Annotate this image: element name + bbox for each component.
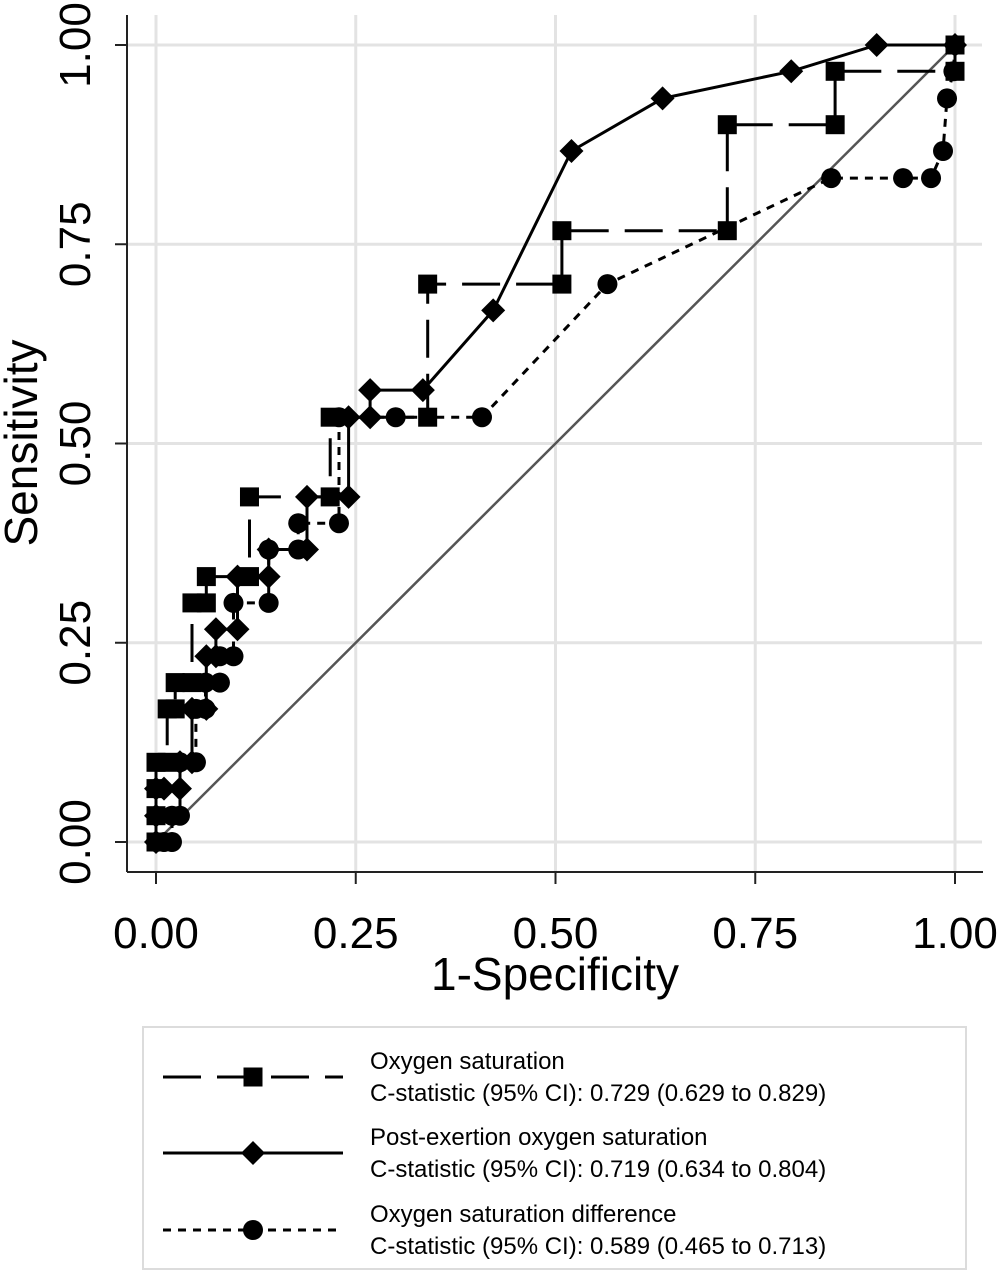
- data-point: [185, 752, 206, 773]
- legend-series-stat: C-statistic (95% CI): 0.719 (0.634 to 0.…: [370, 1156, 826, 1183]
- data-point: [225, 617, 250, 642]
- data-point: [921, 168, 942, 189]
- x-tick-label: 0.75: [712, 909, 798, 958]
- y-tick-label: 0.75: [51, 201, 100, 287]
- legend-series-name: Post-exertion oxygen saturation: [370, 1124, 708, 1151]
- data-point: [151, 776, 176, 801]
- data-point: [288, 513, 309, 534]
- data-point: [336, 484, 361, 509]
- data-point: [893, 168, 914, 189]
- data-point: [552, 274, 572, 294]
- y-tick-label: 0.25: [51, 600, 100, 686]
- data-point: [825, 61, 845, 81]
- data-point: [169, 805, 190, 826]
- data-point: [933, 141, 954, 162]
- data-point: [410, 378, 435, 403]
- data-point: [821, 168, 842, 189]
- series-layer: [144, 33, 967, 854]
- y-axis-label: Sensitivity: [0, 339, 47, 546]
- data-point: [223, 646, 244, 667]
- y-tick-label: 0.50: [51, 401, 100, 487]
- data-point: [196, 567, 216, 587]
- data-point: [650, 86, 675, 111]
- legend-series-name: Oxygen saturation difference: [370, 1201, 676, 1228]
- data-point: [165, 699, 185, 719]
- data-point: [717, 115, 737, 135]
- data-point: [481, 298, 506, 323]
- data-point: [418, 274, 438, 294]
- data-point: [182, 673, 202, 693]
- data-point: [165, 673, 185, 693]
- legend-series-name: Oxygen saturation: [370, 1048, 565, 1075]
- tick-labels: 0.00 0.00 0.25 0.25 0.50 0.50 0.75 0.75 1.00 1.00: [51, 2, 998, 958]
- data-point: [552, 221, 572, 241]
- legend-series-stat: C-statistic (95% CI): 0.589 (0.465 to 0.…: [370, 1233, 826, 1260]
- data-point: [945, 35, 965, 55]
- x-tick-label: 1.00: [912, 909, 998, 958]
- data-point: [358, 378, 383, 403]
- data-point: [288, 539, 309, 560]
- data-point: [239, 487, 259, 507]
- data-point: [328, 513, 349, 534]
- y-tick-label: 1.00: [51, 2, 100, 88]
- data-point: [209, 672, 230, 693]
- data-point: [195, 672, 216, 693]
- data-point: [864, 33, 889, 57]
- data-point: [358, 405, 383, 430]
- data-point: [258, 592, 279, 613]
- x-axis-label: 1-Specificity: [431, 948, 679, 1000]
- data-point: [943, 61, 964, 82]
- data-point: [779, 59, 804, 84]
- x-tick-label: 0.00: [113, 909, 199, 958]
- x-tick-label: 0.50: [513, 909, 599, 958]
- data-point: [825, 115, 845, 135]
- legend-key-marker: [243, 1067, 263, 1087]
- data-point: [597, 274, 618, 295]
- data-point: [182, 593, 202, 613]
- legend-key-marker: [243, 1220, 263, 1240]
- data-point: [937, 88, 958, 109]
- series-line: [154, 45, 957, 842]
- axes: [115, 15, 983, 884]
- x-tick-label: 0.25: [313, 909, 399, 958]
- legend-box: [142, 1026, 967, 1270]
- data-point: [203, 617, 228, 642]
- data-point: [717, 221, 737, 241]
- data-point: [559, 139, 584, 164]
- legend: Oxygen saturation C-statistic (95% CI): 0…: [142, 1026, 967, 1270]
- data-point: [169, 752, 190, 773]
- data-point: [258, 539, 279, 560]
- data-point: [196, 593, 216, 613]
- legend-series-stat: C-statistic (95% CI): 0.729 (0.629 to 0.…: [370, 1080, 826, 1107]
- data-point: [225, 564, 250, 589]
- y-tick-label: 0.00: [51, 799, 100, 885]
- data-point: [385, 407, 406, 428]
- series-3: [146, 35, 965, 852]
- data-point: [471, 407, 492, 428]
- data-point: [223, 592, 244, 613]
- data-point: [195, 698, 216, 719]
- data-point: [144, 803, 168, 828]
- legend-key-marker: [241, 1141, 265, 1165]
- data-point: [161, 832, 182, 852]
- data-point: [328, 407, 349, 428]
- data-point: [295, 484, 320, 509]
